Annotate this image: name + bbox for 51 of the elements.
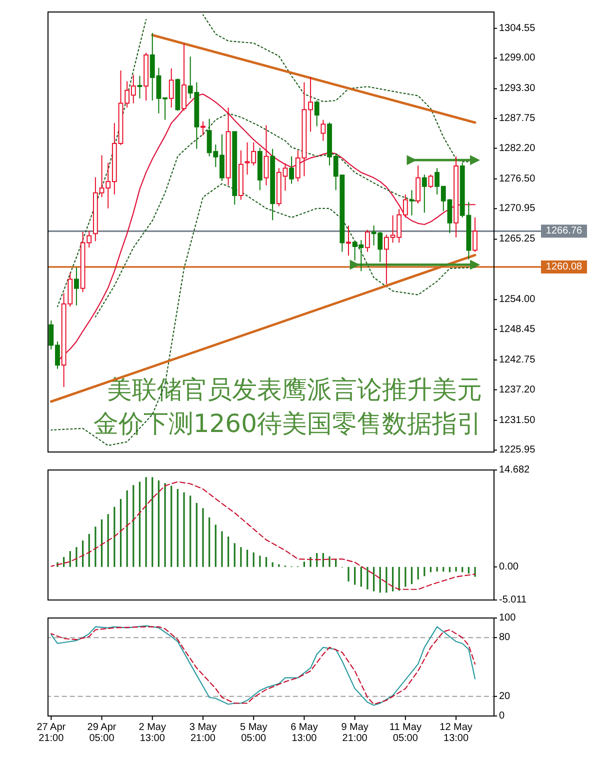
y-tick-label: 14.682 (499, 464, 530, 476)
y-tick-label: 1270.95 (499, 203, 536, 214)
y-tick-label: 1248.45 (499, 324, 536, 335)
candlestick (320, 119, 326, 142)
x-tick-label: 11 May 05:00 (389, 722, 422, 744)
candlestick (137, 75, 142, 99)
ref-line-label: 1266.76 (546, 226, 583, 237)
candlestick (422, 174, 427, 214)
candlestick (416, 164, 421, 204)
candlestick (409, 190, 414, 216)
y-tick-label: 1231.50 (499, 414, 536, 426)
x-tick-label: 29 Apr 05:00 (87, 722, 117, 744)
candlestick (346, 225, 351, 256)
y-tick-label: 80 (499, 632, 511, 644)
x-tick-label: 9 May 21:00 (341, 722, 368, 744)
y-tick-label: 1287.75 (499, 113, 536, 124)
candlestick (365, 229, 370, 252)
y-tick-label: 0.00 (499, 561, 519, 572)
y-tick-label: 1237.20 (499, 384, 536, 396)
y-tick-label: 1225.95 (499, 444, 536, 456)
candlestick (168, 68, 174, 108)
candlestick (74, 266, 79, 306)
y-tick-label: 0 (499, 710, 505, 722)
y-tick-label: 20 (499, 690, 511, 702)
y-tick-label: -5.011 (499, 594, 528, 606)
y-tick-label: 1242.75 (499, 354, 536, 366)
candlestick (289, 156, 294, 184)
y-tick-label: 1265.25 (499, 234, 536, 245)
y-tick-label: 1254.00 (499, 294, 536, 306)
x-tick-label: 2 May 13:00 (138, 722, 166, 744)
y-tick-label: 1282.20 (499, 142, 536, 154)
x-tick-label: 12 May 13:00 (440, 722, 472, 744)
candlestick (182, 43, 186, 112)
candlestick (264, 124, 269, 186)
y-tick-label: 1299.00 (499, 52, 536, 64)
candlestick (472, 217, 478, 252)
y-tick-label: 1293.30 (499, 83, 536, 94)
line-series (56, 18, 147, 308)
line-series (50, 481, 476, 590)
y-tick-label: 1304.55 (499, 22, 536, 34)
x-tick-label: 5 May 05:00 (240, 722, 268, 744)
x-tick-label: 27 Apr 21:00 (36, 722, 66, 744)
y-tick-label: 100 (499, 612, 516, 624)
ref-line-label: 1260.08 (546, 261, 583, 272)
candlestick (200, 120, 206, 136)
candlestick (428, 174, 434, 188)
x-tick-label: 3 May 21:00 (189, 722, 217, 744)
x-tick-label: 6 May 13:00 (290, 722, 318, 744)
annotation: 金价下测1260待美国零售数据指引 (93, 409, 482, 438)
y-tick-label: 1276.50 (499, 173, 536, 184)
candlestick (314, 100, 320, 127)
